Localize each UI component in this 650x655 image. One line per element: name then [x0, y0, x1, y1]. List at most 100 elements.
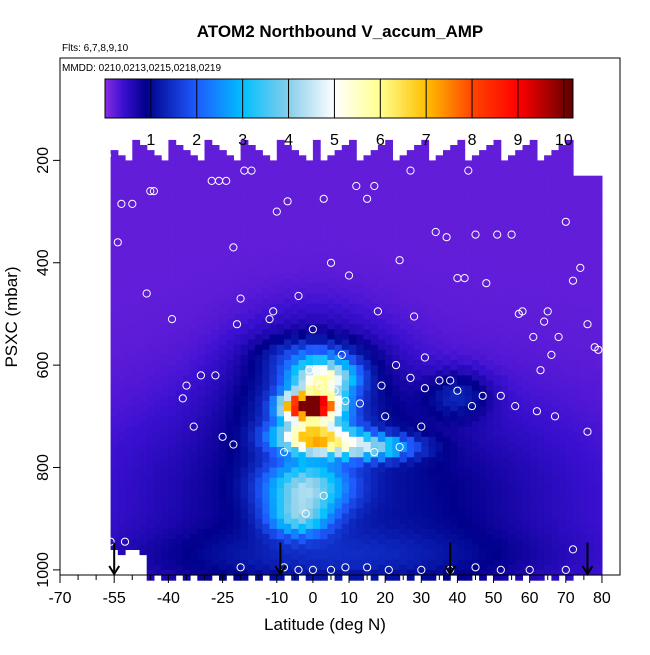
- heatmap-cell-103: [125, 416, 133, 428]
- heatmap-cell-1274: [327, 503, 336, 515]
- heatmap-cell-817: [247, 513, 256, 525]
- heatmap-cell-808: [247, 421, 256, 433]
- heatmap-cell-188: [139, 472, 148, 484]
- heatmap-cell-209: [146, 283, 155, 294]
- heatmap-cell-853: [255, 457, 263, 469]
- heatmap-cell-1196: [312, 549, 321, 561]
- heatmap-cell-2402: [522, 493, 531, 504]
- heatmap-cell-1593: [385, 334, 393, 346]
- heatmap-cell-750: [240, 262, 249, 274]
- heatmap-cell-1520: [370, 457, 379, 469]
- heatmap-cell-2627: [565, 221, 574, 233]
- heatmap-cell-1325: [341, 165, 350, 177]
- heatmap-cell-1208: [320, 252, 328, 264]
- heatmap-cell-1312: [334, 467, 343, 479]
- heatmap-cell-2217: [493, 303, 502, 315]
- heatmap-cell-444: [182, 549, 191, 561]
- heatmap-cell-1294: [334, 283, 343, 294]
- heatmap-cell-2054: [464, 354, 473, 366]
- observation-point-63: [63, 332, 72, 342]
- heatmap-cell-2645: [565, 406, 574, 417]
- heatmap-cell-1323: [341, 145, 350, 156]
- observation-point-92: [406, 373, 415, 382]
- heatmap-cell-2601: [558, 390, 567, 402]
- heatmap-cell-1580: [385, 201, 393, 213]
- heatmap-cell-875: [262, 257, 271, 269]
- heatmap-cell-2431: [529, 354, 538, 366]
- heatmap-cell-720: [233, 395, 242, 407]
- heatmap-cell-1134: [305, 354, 314, 366]
- heatmap-cell-1931: [443, 385, 451, 397]
- heatmap-cell-194: [139, 534, 148, 545]
- heatmap-cell-1950: [450, 145, 458, 156]
- heatmap-cell-235: [146, 549, 155, 561]
- observation-point-76: [341, 563, 350, 572]
- heatmap-cell-2399: [522, 462, 531, 474]
- heatmap-cell-2177: [486, 329, 495, 341]
- heatmap-cell-2465: [536, 283, 545, 294]
- heatmap-cell-2175: [486, 308, 495, 320]
- heatmap-cell-1956: [450, 206, 458, 218]
- heatmap-cell-2535: [551, 150, 560, 161]
- heatmap-cell-1173: [312, 313, 321, 325]
- heatmap-cell-304: [161, 416, 169, 428]
- heatmap-cell-1095: [298, 370, 307, 381]
- heatmap-cell-1658: [399, 155, 408, 167]
- heatmap-cell-2181: [486, 370, 495, 381]
- heatmap-cell-2077: [471, 165, 480, 177]
- heatmap-cell-2681: [573, 370, 581, 381]
- heatmap-cell-1156: [312, 139, 321, 151]
- heatmap-cell-1020: [284, 452, 292, 463]
- heatmap-cell-1733: [406, 498, 415, 509]
- heatmap-cell-2517: [544, 390, 552, 402]
- heatmap-cell-2359: [515, 488, 523, 499]
- heatmap-cell-186: [139, 452, 148, 463]
- heatmap-cell-2567: [551, 477, 560, 489]
- heatmap-cell-1595: [385, 354, 393, 366]
- heatmap-cell-2352: [515, 416, 523, 428]
- heatmap-cell-1105: [298, 472, 307, 484]
- heatmap-cell-1267: [327, 431, 336, 443]
- heatmap-cell-1989: [450, 544, 458, 556]
- heatmap-cell-1592: [385, 324, 393, 335]
- heatmap-cell-795: [247, 288, 256, 300]
- heatmap-cell-1850: [428, 406, 437, 417]
- heatmap-cell-100: [125, 385, 133, 397]
- heatmap-cell-1425: [356, 334, 365, 346]
- heatmap-cell-357: [168, 518, 177, 530]
- heatmap-cell-973: [276, 406, 285, 417]
- heatmap-cell-1868: [435, 165, 444, 177]
- heatmap-cell-438: [182, 488, 191, 499]
- x-tick-label-10: 50: [485, 590, 503, 607]
- heatmap-cell-2262: [500, 344, 509, 356]
- heatmap-cell-2801: [594, 401, 603, 412]
- heatmap-cell-816: [247, 503, 256, 515]
- heatmap-cell-1621: [392, 201, 401, 213]
- heatmap-cell-2162: [486, 175, 495, 187]
- heatmap-cell-1541: [377, 237, 386, 248]
- heatmap-cell-2460: [536, 232, 545, 243]
- heatmap-cell-2232: [493, 457, 502, 469]
- heatmap-cell-1757: [414, 308, 422, 320]
- heatmap-cell-2628: [565, 232, 574, 243]
- observation-point-44: [460, 274, 469, 283]
- heatmap-cell-71: [117, 482, 126, 494]
- heatmap-cell-413: [182, 232, 191, 243]
- heatmap-cell-1940: [443, 477, 451, 489]
- heatmap-cell-2069: [464, 508, 473, 520]
- heatmap-cell-2605: [558, 431, 567, 443]
- observation-point-86: [316, 381, 325, 390]
- heatmap-cell-1587: [385, 273, 393, 284]
- heatmap-cell-848: [255, 406, 263, 417]
- heatmap-cell-26: [110, 416, 119, 428]
- heatmap-cell-635: [219, 365, 227, 376]
- heatmap-cell-2580: [558, 175, 567, 187]
- heatmap-cell-1803: [421, 344, 430, 356]
- heatmap-cell-202: [146, 211, 155, 223]
- heatmap-cell-936: [269, 467, 278, 479]
- heatmap-cell-2531: [544, 534, 552, 545]
- heatmap-cell-1221: [320, 385, 328, 397]
- heatmap-cell-688: [226, 482, 234, 494]
- heatmap-cell-2111: [471, 513, 480, 525]
- heatmap-cell-2503: [544, 247, 552, 259]
